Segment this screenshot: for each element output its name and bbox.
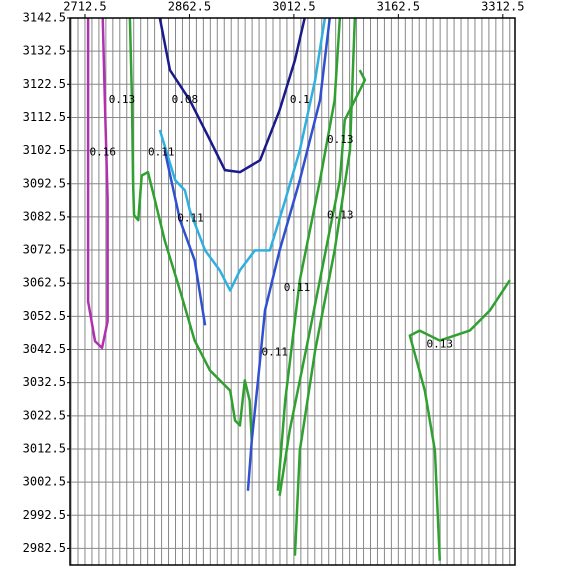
y-tick-label: 3082.5 [23, 209, 66, 223]
y-tick-label: 3042.5 [23, 342, 66, 356]
plot-frame [69, 17, 516, 566]
contour-label: 0.11 [261, 345, 288, 358]
contour-line [278, 69, 367, 496]
contour-line [276, 17, 342, 491]
contour-label: 0.08 [172, 93, 199, 106]
contour-label: 0.11 [284, 281, 311, 294]
contour-label: 0.1 [290, 93, 310, 106]
contour-line [408, 279, 511, 561]
contour-label: 0.16 [89, 145, 116, 158]
x-tick-label: 3162.5 [377, 0, 420, 14]
x-tick-label: 3312.5 [481, 0, 524, 14]
contour-label: 0.13 [109, 93, 136, 106]
y-tick-label: 3132.5 [23, 44, 66, 58]
contour-line [86, 17, 109, 350]
y-tick-label: 3142.5 [23, 11, 66, 25]
contour-line [158, 17, 306, 174]
y-tick-label: 3022.5 [23, 408, 66, 422]
y-tick-label: 3032.5 [23, 375, 66, 389]
contour-label: 0.11 [177, 212, 204, 225]
x-tick-label: 3012.5 [272, 0, 315, 14]
contour-label: 0.13 [327, 133, 354, 146]
y-tick-label: 3122.5 [23, 77, 66, 91]
y-tick-label: 3112.5 [23, 110, 66, 124]
y-tick-label: 3052.5 [23, 309, 66, 323]
y-tick-label: 3102.5 [23, 143, 66, 157]
y-tick-label: 3012.5 [23, 441, 66, 455]
y-tick-label: 3092.5 [23, 176, 66, 190]
x-tick-label: 2712.5 [63, 0, 106, 14]
contour-label: 0.13 [427, 338, 454, 351]
contour-label: 0.13 [327, 208, 354, 221]
y-tick-label: 3062.5 [23, 276, 66, 290]
y-tick-label: 2982.5 [23, 541, 66, 555]
contour-line [128, 17, 254, 441]
contour-line [158, 17, 327, 292]
y-tick-label: 2992.5 [23, 508, 66, 522]
x-tick-label: 2862.5 [168, 0, 211, 14]
contour-label: 0.11 [148, 145, 175, 158]
contour-line [293, 17, 357, 556]
contour-line [246, 17, 331, 491]
y-tick-label: 3072.5 [23, 243, 66, 257]
contour-line [163, 150, 207, 326]
y-tick-label: 3002.5 [23, 475, 66, 489]
